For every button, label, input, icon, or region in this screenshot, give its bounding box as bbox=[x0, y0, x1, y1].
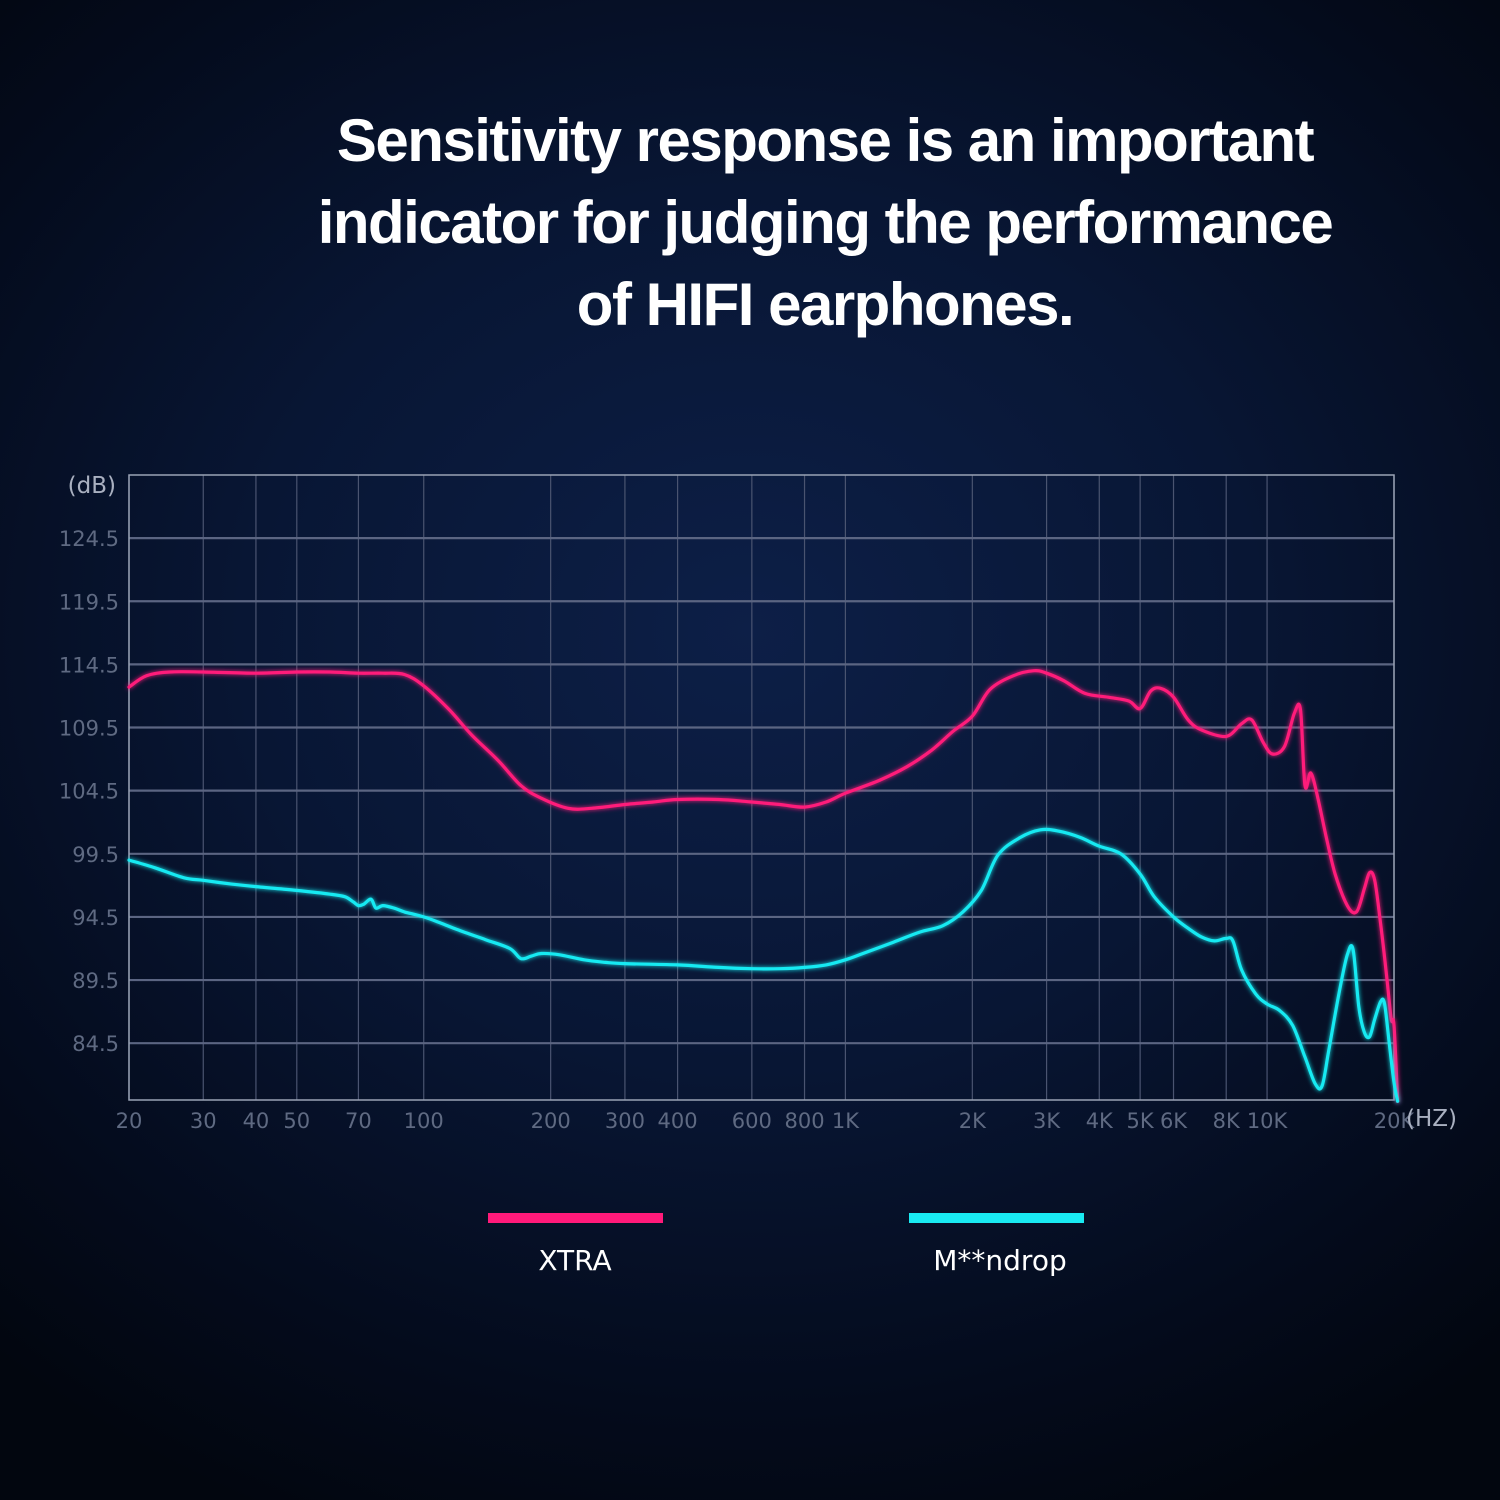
x-tick-label: 200 bbox=[531, 1109, 571, 1133]
x-tick-label: 5K bbox=[1127, 1109, 1155, 1133]
y-tick-label: 119.5 bbox=[59, 590, 119, 614]
legend-label-mondrop: M**ndrop bbox=[933, 1244, 1067, 1277]
y-tick-label: 124.5 bbox=[59, 527, 119, 551]
x-tick-label: 800 bbox=[784, 1109, 824, 1133]
x-tick-label: 100 bbox=[404, 1109, 444, 1133]
legend-label-xtra: XTRA bbox=[538, 1244, 612, 1277]
horizontal-gridlines bbox=[129, 537, 1394, 1045]
x-tick-label: 10K bbox=[1247, 1109, 1289, 1133]
x-tick-label: 6K bbox=[1160, 1109, 1188, 1133]
y-tick-label: 114.5 bbox=[59, 653, 119, 677]
y-tick-label: 94.5 bbox=[72, 906, 119, 930]
x-tick-label: 2K bbox=[959, 1109, 987, 1133]
x-tick-label: 1K bbox=[832, 1109, 860, 1133]
y-tick-label: 84.5 bbox=[72, 1032, 119, 1056]
vertical-gridlines bbox=[128, 475, 1395, 1100]
title-line-3: of HIFI earphones. bbox=[576, 271, 1075, 338]
plot-frame bbox=[128, 474, 1395, 1101]
x-tick-label: 600 bbox=[732, 1109, 772, 1133]
x-tick-label: 20K bbox=[1374, 1109, 1416, 1133]
y-axis-tick-labels: 124.5 119.5 114.5 109.5 104.5 99.5 94.5 89.5 84.… bbox=[59, 527, 119, 1056]
x-tick-label: 50 bbox=[283, 1109, 310, 1133]
series-line-xtra bbox=[127, 669, 1400, 1103]
x-tick-label: 3K bbox=[1033, 1109, 1061, 1133]
x-tick-label: 70 bbox=[345, 1109, 372, 1133]
x-tick-label: 4K bbox=[1086, 1109, 1114, 1133]
y-tick-label: 89.5 bbox=[72, 969, 119, 993]
x-tick-label: 8K bbox=[1213, 1109, 1241, 1133]
series-lines bbox=[127, 669, 1400, 1103]
y-tick-label: 109.5 bbox=[59, 717, 119, 741]
x-tick-label: 300 bbox=[605, 1109, 645, 1133]
x-tick-label: 20 bbox=[116, 1109, 143, 1133]
legend-swatch-xtra bbox=[488, 1213, 663, 1223]
y-tick-label: 104.5 bbox=[59, 780, 119, 804]
title-line-1: Sensitivity response is an important bbox=[336, 107, 1315, 174]
title-line-2: indicator for judging the performance bbox=[317, 189, 1334, 256]
legend-swatch-mondrop bbox=[909, 1213, 1084, 1223]
x-tick-label: 40 bbox=[243, 1109, 270, 1133]
y-tick-label: 99.5 bbox=[72, 843, 119, 867]
x-tick-label: 30 bbox=[190, 1109, 217, 1133]
chart-title: Sensitivity response is an important ind… bbox=[300, 100, 1350, 346]
series-line-mondrop bbox=[127, 827, 1400, 1103]
x-axis-label: (HZ) bbox=[1406, 1106, 1457, 1132]
x-axis-tick-labels: 20 30 40 50 70 100 200 300 400 600 800 1K 2K 3K 4K 5K 6K… bbox=[116, 1109, 1416, 1133]
y-axis-label: (dB) bbox=[68, 473, 116, 499]
x-tick-label: 400 bbox=[658, 1109, 698, 1133]
